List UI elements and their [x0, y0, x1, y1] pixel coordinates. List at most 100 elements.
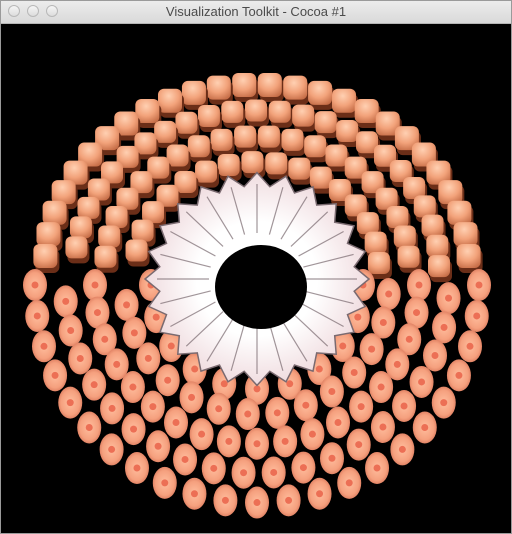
cube-glyph: [356, 212, 379, 235]
cube-glyph: [175, 111, 198, 134]
disk-glyph-center: [149, 403, 157, 411]
disk-glyph-center: [172, 418, 180, 426]
disk-glyph-center: [198, 430, 206, 438]
disk-glyph-center: [273, 409, 281, 417]
disk-glyph-center: [473, 312, 481, 320]
cube-glyph: [309, 166, 332, 189]
contour-surface: [143, 171, 371, 387]
cube-glyph: [206, 75, 231, 100]
title-bar[interactable]: Visualization Toolkit - Cocoa #1: [1, 1, 511, 24]
cube-glyph: [364, 231, 387, 254]
disk-glyph-center: [154, 442, 162, 450]
disk-glyph-center: [113, 360, 121, 368]
disk-glyph-center: [421, 423, 429, 431]
disk-glyph-center: [418, 378, 426, 386]
disk-glyph-center: [328, 454, 336, 462]
cube-glyph: [63, 160, 88, 185]
cube-glyph: [33, 243, 58, 268]
disk-glyph-center: [164, 376, 172, 384]
disk-glyph-center: [244, 410, 252, 418]
cube-glyph: [197, 105, 220, 128]
disk-glyph-center: [76, 354, 84, 362]
cube-glyph: [69, 216, 92, 239]
disk-glyph-center: [130, 425, 138, 433]
cube-glyph: [156, 184, 179, 207]
disk-glyph-center: [398, 445, 406, 453]
disk-glyph-center: [377, 383, 385, 391]
cube-glyph: [389, 160, 412, 183]
cube-glyph: [142, 201, 165, 224]
disk-glyph-center: [123, 301, 131, 309]
cube-glyph: [308, 80, 333, 105]
disk-glyph-center: [108, 404, 116, 412]
contour-surface-hole: [215, 245, 307, 329]
disk-glyph-center: [152, 313, 160, 321]
cube-glyph: [314, 111, 337, 134]
disk-glyph-center: [368, 345, 376, 353]
cube-glyph: [210, 128, 233, 151]
disk-glyph-center: [466, 342, 474, 350]
cube-glyph: [94, 245, 117, 268]
contour-surface-ridge: [170, 230, 216, 257]
cube-glyph: [154, 120, 177, 143]
disk-glyph-center: [210, 464, 218, 472]
disk-glyph-center: [354, 313, 362, 321]
render-canvas[interactable]: [1, 24, 511, 534]
cube-glyph: [411, 142, 436, 167]
cube-glyph: [325, 144, 348, 167]
contour-surface-ridge: [298, 301, 344, 328]
cube-glyph: [98, 225, 121, 248]
disk-glyph-center: [253, 499, 261, 507]
cube-glyph: [426, 160, 451, 185]
cube-glyph: [245, 99, 268, 122]
render-viewport[interactable]: [1, 24, 511, 534]
cube-glyph: [268, 100, 291, 123]
contour-surface-ridge: [280, 196, 308, 240]
disk-glyph-center: [253, 385, 261, 393]
cube-glyph: [187, 135, 210, 158]
disk-glyph-center: [167, 342, 175, 350]
cube-glyph: [403, 177, 426, 200]
cube-glyph: [456, 243, 481, 268]
disk-glyph-center: [393, 360, 401, 368]
disk-glyph-center: [379, 423, 387, 431]
disk-glyph-center: [253, 440, 261, 448]
contour-surface-ridge: [268, 323, 284, 371]
disk-glyph-center: [270, 468, 278, 476]
zoom-button[interactable]: [46, 5, 58, 17]
cube-glyph: [344, 156, 367, 179]
disk-glyph-center: [355, 441, 363, 449]
contour-surface-ridge: [290, 311, 329, 347]
contour-surface-ridge: [206, 196, 234, 240]
cube-glyph: [166, 144, 189, 167]
contour-surface-ridge: [230, 187, 246, 235]
contour-surface-ridge: [170, 301, 216, 328]
cube-glyph: [336, 120, 359, 143]
disk-glyph-center: [190, 490, 198, 498]
disk-glyph-center: [455, 371, 463, 379]
cube-glyph: [181, 80, 206, 105]
cube-glyph: [77, 196, 100, 219]
cube-glyph: [221, 100, 244, 123]
cube-glyph: [51, 180, 76, 205]
disk-glyph-center: [400, 402, 408, 410]
close-button[interactable]: [8, 5, 20, 17]
disk-glyph-center: [385, 290, 393, 298]
cube-glyph: [130, 171, 153, 194]
window-title: Visualization Toolkit - Cocoa #1: [165, 4, 347, 19]
disk-glyph-center: [299, 464, 307, 472]
cube-glyph: [292, 104, 315, 127]
minimize-button[interactable]: [27, 5, 39, 17]
disk-glyph-center: [334, 418, 342, 426]
disk-glyph-center: [302, 401, 310, 409]
contour-surface-ridge: [280, 318, 308, 362]
cube-glyph: [131, 219, 154, 242]
contour-surface-ridge: [298, 230, 344, 257]
cube-glyph: [447, 200, 472, 225]
cube-glyph: [114, 111, 139, 136]
cube-glyph: [116, 187, 139, 210]
cube-glyph: [397, 245, 420, 268]
disk-glyph-center: [161, 479, 169, 487]
cube-glyph: [426, 234, 449, 257]
